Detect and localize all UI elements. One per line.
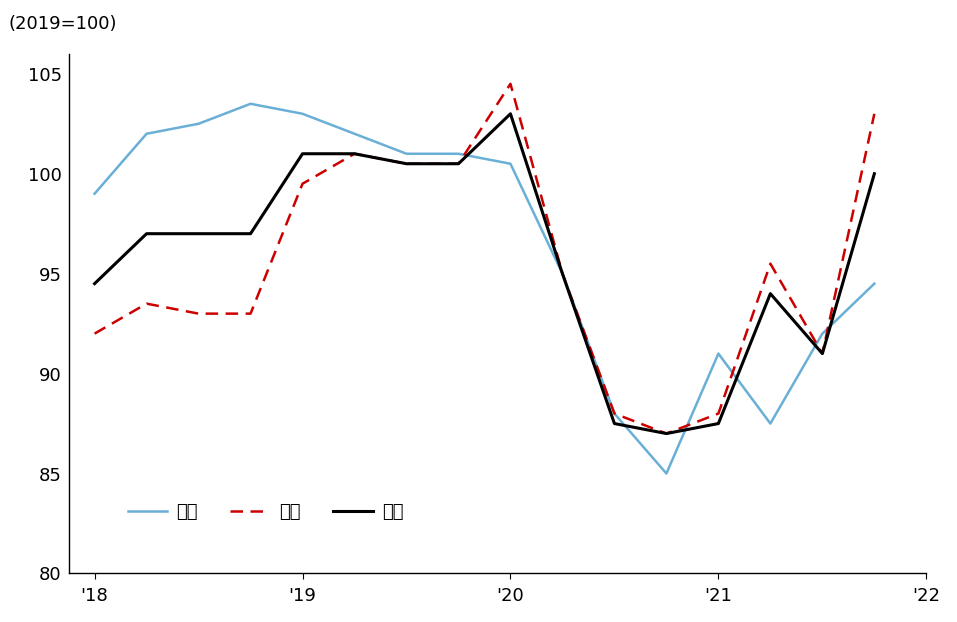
지방 (869, 110, 880, 118)
지방 (401, 160, 412, 167)
지방 (816, 350, 828, 357)
지방 (504, 80, 516, 88)
지방 (141, 300, 152, 307)
도시 (557, 270, 568, 277)
도시 (89, 190, 100, 197)
도시 (192, 120, 204, 128)
전체 (348, 150, 360, 157)
전체 (89, 280, 100, 287)
지방 (89, 330, 100, 337)
도시 (765, 420, 776, 427)
지방 (713, 410, 724, 417)
Legend: 도시, 지방, 전체: 도시, 지방, 전체 (121, 496, 411, 528)
도시 (141, 130, 152, 137)
도시 (245, 100, 256, 108)
전체 (816, 350, 828, 357)
전체 (609, 420, 620, 427)
전체 (660, 430, 672, 437)
전체 (401, 160, 412, 167)
전체 (765, 290, 776, 297)
지방 (765, 260, 776, 267)
Text: (2019=100): (2019=100) (9, 15, 117, 33)
전체 (453, 160, 464, 167)
도시 (297, 110, 308, 118)
전체 (192, 230, 204, 238)
지방 (348, 150, 360, 157)
전체 (557, 270, 568, 277)
도시 (401, 150, 412, 157)
지방 (192, 310, 204, 317)
도시 (609, 410, 620, 417)
도시 (453, 150, 464, 157)
전체 (297, 150, 308, 157)
도시 (869, 280, 880, 287)
지방 (557, 270, 568, 277)
지방 (609, 410, 620, 417)
전체 (869, 170, 880, 177)
Line: 지방: 지방 (95, 84, 875, 434)
지방 (660, 430, 672, 437)
도시 (504, 160, 516, 167)
지방 (453, 160, 464, 167)
전체 (713, 420, 724, 427)
지방 (245, 310, 256, 317)
도시 (348, 130, 360, 137)
도시 (660, 470, 672, 477)
전체 (141, 230, 152, 238)
지방 (297, 180, 308, 187)
Line: 전체: 전체 (95, 114, 875, 434)
전체 (245, 230, 256, 238)
도시 (713, 350, 724, 357)
전체 (504, 110, 516, 118)
도시 (816, 330, 828, 337)
Line: 도시: 도시 (95, 104, 875, 473)
